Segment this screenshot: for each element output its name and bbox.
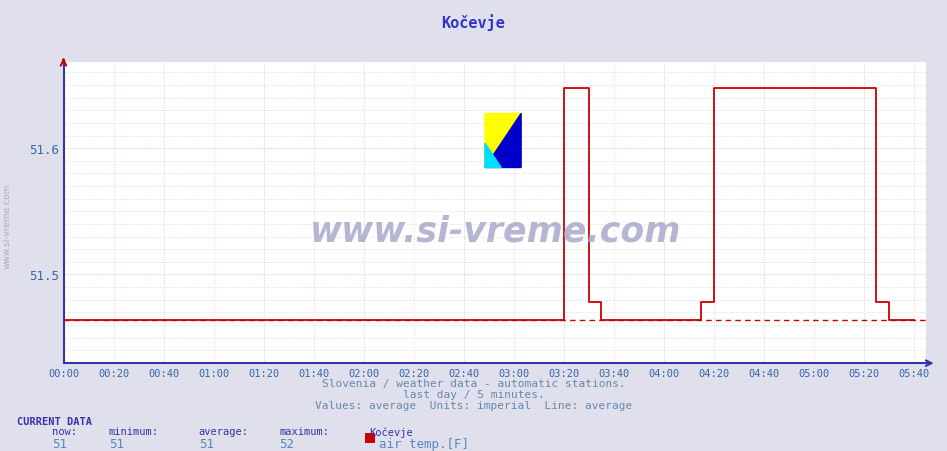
Text: maximum:: maximum:: [279, 426, 330, 436]
Text: Kočevje: Kočevje: [369, 426, 413, 437]
Text: now:: now:: [52, 426, 77, 436]
Text: Kočevje: Kočevje: [441, 14, 506, 31]
Text: average:: average:: [199, 426, 249, 436]
Text: 51: 51: [109, 437, 124, 451]
Text: Values: average  Units: imperial  Line: average: Values: average Units: imperial Line: av…: [314, 400, 633, 410]
Text: CURRENT DATA: CURRENT DATA: [17, 416, 92, 426]
Text: Slovenia / weather data - automatic stations.: Slovenia / weather data - automatic stat…: [322, 378, 625, 388]
Text: last day / 5 minutes.: last day / 5 minutes.: [402, 389, 545, 399]
Text: air temp.[F]: air temp.[F]: [379, 437, 469, 451]
Text: minimum:: minimum:: [109, 426, 159, 436]
Polygon shape: [485, 114, 521, 168]
Text: www.si-vreme.com: www.si-vreme.com: [3, 183, 12, 268]
Text: 51: 51: [199, 437, 214, 451]
Polygon shape: [485, 144, 501, 168]
Text: www.si-vreme.com: www.si-vreme.com: [310, 214, 681, 248]
Text: 52: 52: [279, 437, 295, 451]
Polygon shape: [485, 114, 521, 168]
Text: 51: 51: [52, 437, 67, 451]
